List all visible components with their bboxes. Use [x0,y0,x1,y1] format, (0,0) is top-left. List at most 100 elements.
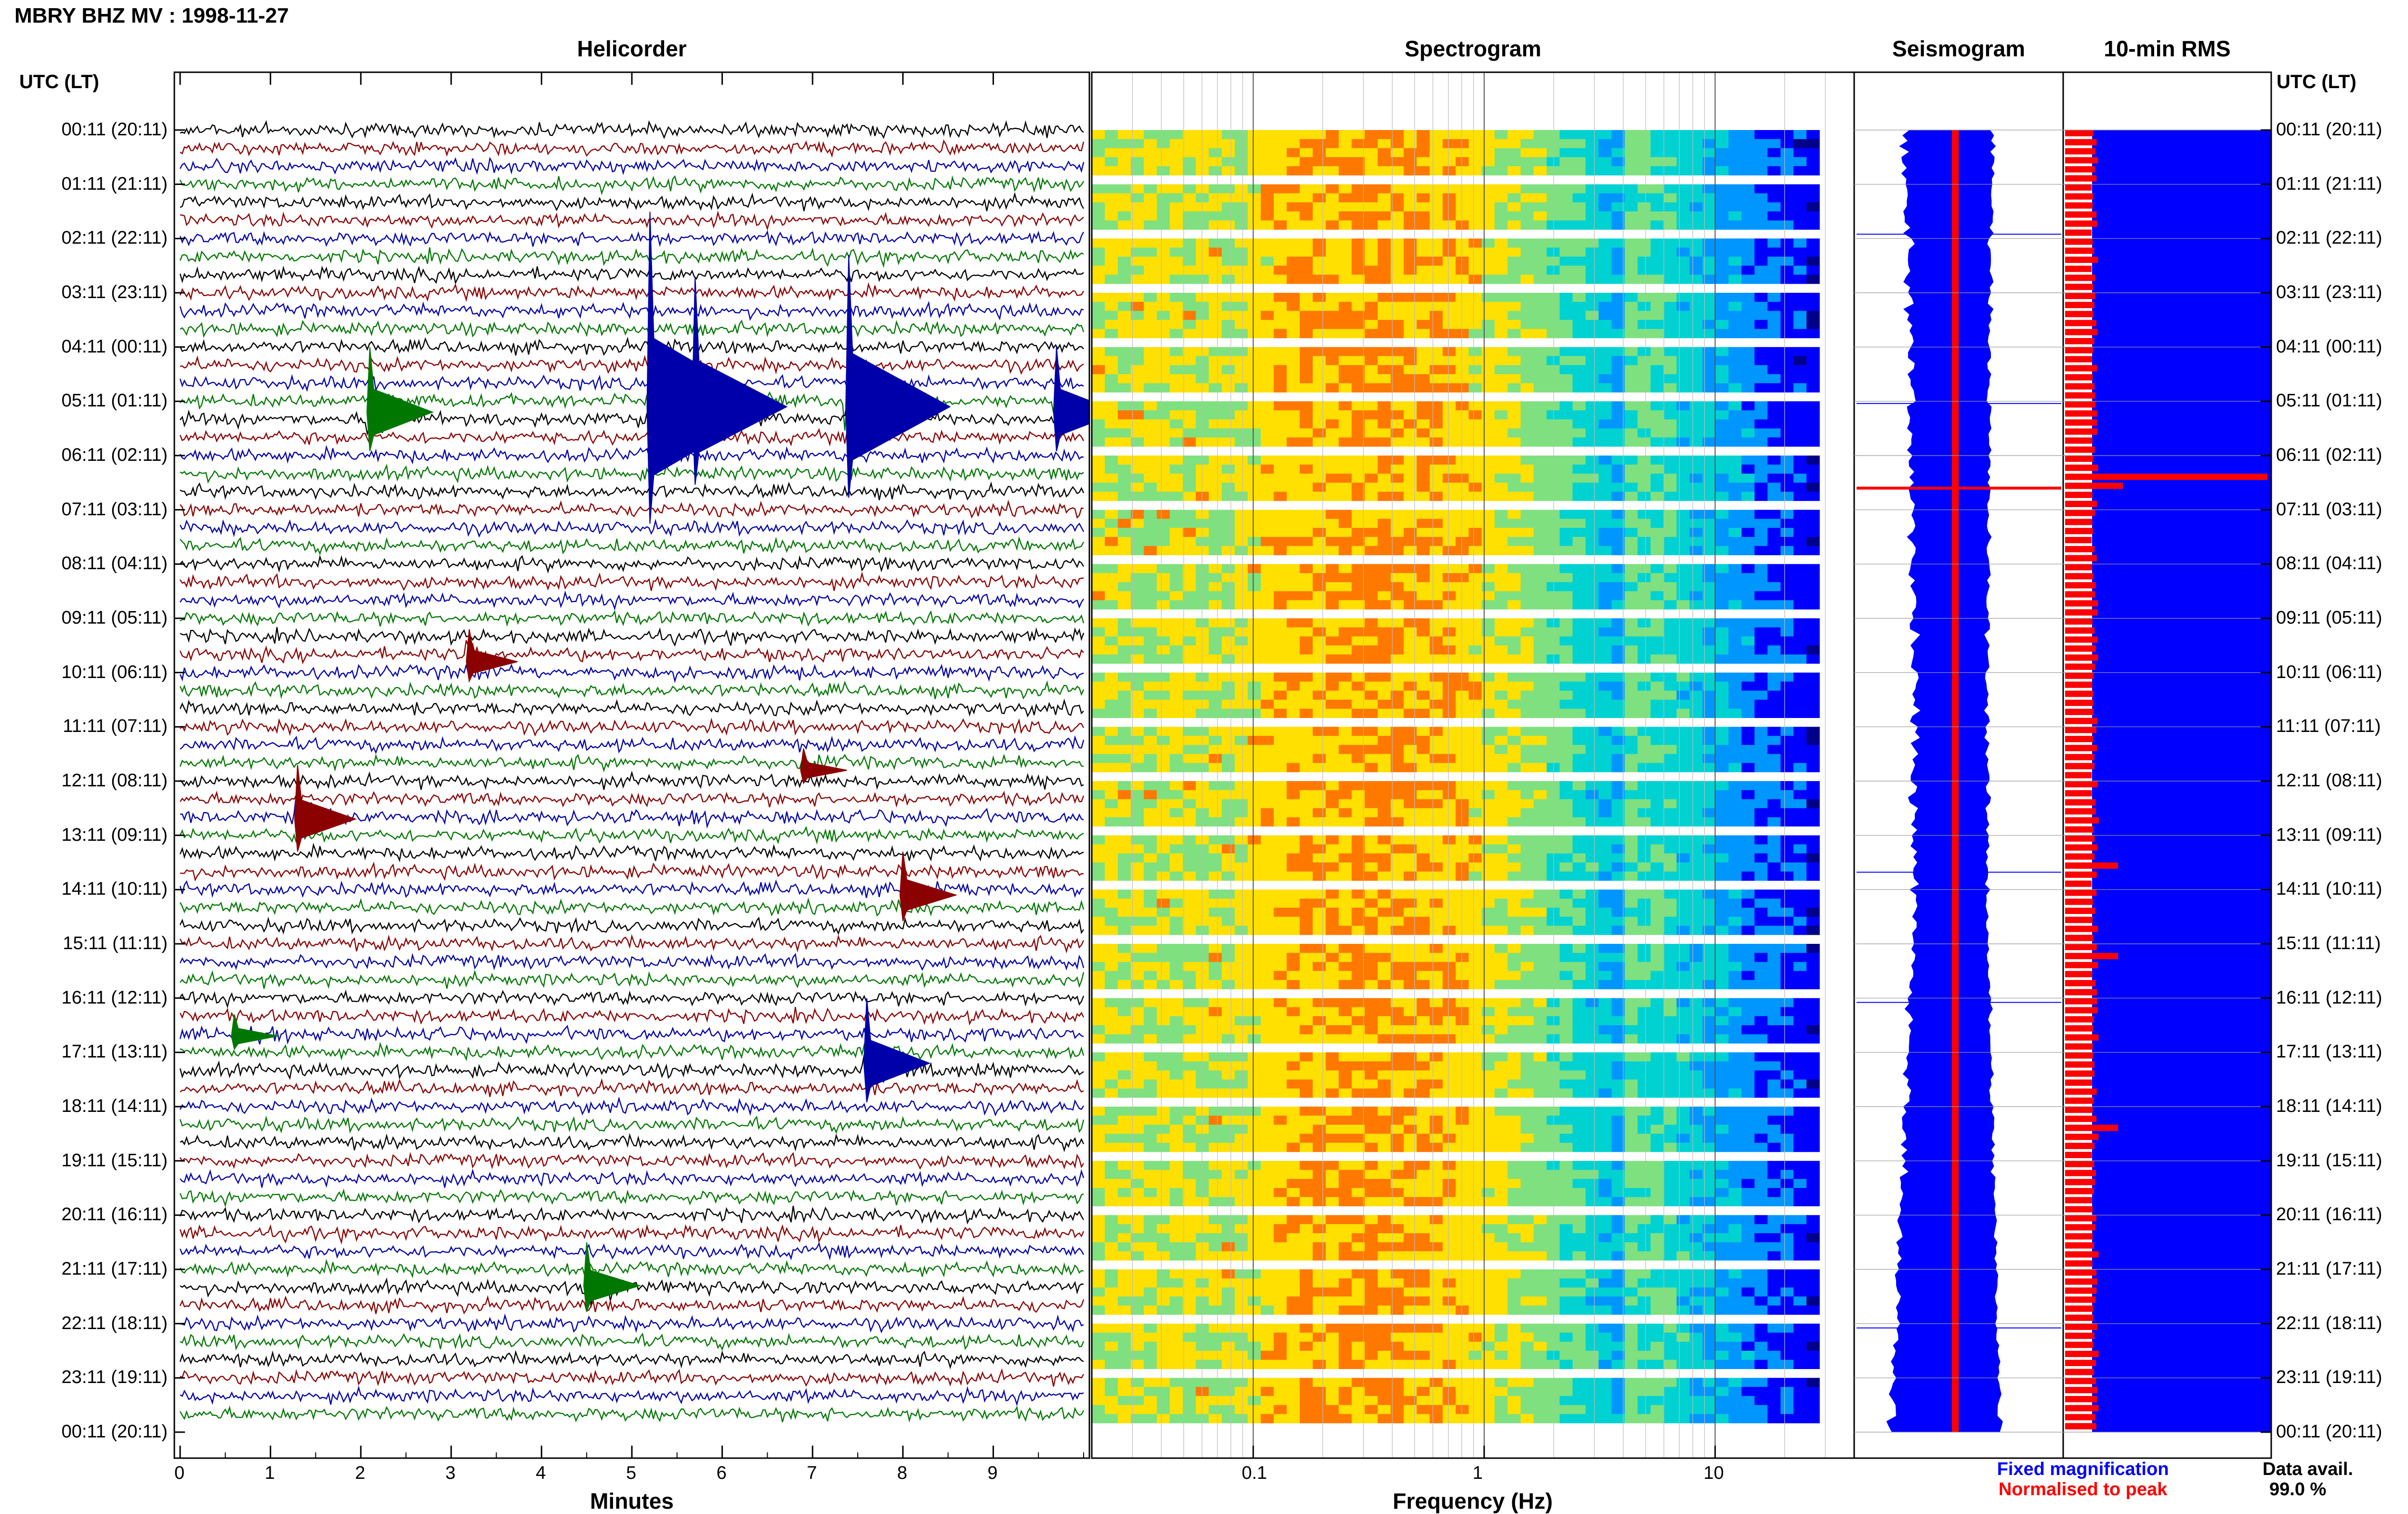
spectrogram-cell [1585,347,1599,356]
spectrogram-cell [1546,916,1560,926]
helicorder-event [366,347,434,452]
spectrogram-cell [1325,329,1339,339]
spectrogram-cell [1118,926,1131,935]
spectrogram-cell [1416,410,1430,420]
spectrogram-cell [1481,365,1495,375]
spectrogram-cell [1286,365,1300,375]
spectrogram-cell [1403,799,1417,809]
spectrogram-cell [1338,537,1352,547]
spectrogram-cell [1611,899,1625,908]
spectrogram-cell [1624,763,1638,772]
spectrogram-cell [1273,464,1287,474]
spectrogram-cell [1624,193,1638,203]
spectrogram-cell [1182,654,1196,664]
spectrogram-cell [1780,356,1794,365]
spectrogram-cell [1390,320,1404,329]
spectrogram-cell [1780,347,1794,356]
spectrogram-cell [1702,654,1716,664]
helicorder-panel [179,120,1089,1423]
spectrogram-cell [1715,627,1729,637]
spectrogram-cell [1273,763,1287,772]
spectrogram-cell [1637,781,1651,791]
spectrogram-cell [1286,862,1300,872]
spectrogram-cell [1663,1061,1677,1071]
spectrogram-cell [1793,944,1807,953]
spectrogram-cell [1234,1052,1248,1062]
spectrogram-cell [1351,636,1365,646]
spectrogram-cell [1442,256,1456,266]
spectrogram-cell [1611,166,1625,176]
spectrogram-cell [1364,962,1378,971]
spectrogram-cell [1676,744,1690,755]
spectrogram-cell [1442,456,1456,465]
spectrogram-cell [1364,627,1378,637]
spectrogram-cell [1377,700,1391,709]
spectrogram-cell [1299,410,1313,420]
spectrogram-cell [1182,799,1196,809]
spectrogram-cell [1481,781,1495,791]
spectrogram-cell [1806,347,1820,356]
spectrogram-cell [1442,591,1456,600]
spectrogram-cell [1247,166,1261,176]
spectrogram-cell [1429,1052,1443,1062]
spectrogram-cell [1715,464,1729,474]
spectrogram-cell [1741,708,1755,718]
spectrogram-cell [1442,1016,1456,1026]
spectrogram-cell [1455,419,1469,429]
spectrogram-cell [1650,853,1664,863]
spectrogram-cell [1143,564,1157,574]
spectrogram-cell [1702,1007,1716,1017]
spectrogram-cell [1351,691,1365,700]
spectrogram-cell [1351,1070,1365,1080]
spectrogram-cell [1663,889,1677,899]
spectrogram-cell [1364,1016,1378,1026]
spectrogram-cell [1598,817,1612,827]
spectrogram-cell [1481,1025,1495,1035]
spectrogram-cell [1559,980,1573,990]
spectrogram-cell [1442,383,1456,392]
spectrogram-cell [1416,509,1430,519]
spectrogram-cell [1195,193,1209,203]
spectrogram-cell [1468,781,1482,791]
spectrogram-cell [1494,817,1508,827]
spectrogram-cell [1325,428,1339,438]
spectrogram-cell [1611,528,1625,537]
spectrogram-cell [1650,1007,1664,1017]
spectrogram-cell [1364,211,1378,221]
spectrogram-cell [1118,708,1131,718]
spectrogram-cell [1403,790,1417,799]
spectrogram-cell [1130,1061,1144,1071]
spectrogram-cell [1689,691,1703,700]
spectrogram-cell [1351,799,1365,809]
spectrogram-cell [1182,238,1196,248]
spectrogram-cell [1689,618,1703,628]
spectrogram-cell [1390,519,1404,528]
spectrogram-cell [1325,1034,1339,1044]
spectrogram-cell [1325,700,1339,709]
spectrogram-cell [1312,528,1326,537]
spectrogram-cell [1663,492,1677,501]
spectrogram-cell [1598,166,1612,176]
spectrogram-cell [1182,537,1196,547]
spectrogram-cell [1741,971,1755,980]
spectrogram-cell [1105,220,1118,230]
spectrogram-cell [1806,754,1820,763]
spectrogram-cell [1364,265,1378,275]
spectrogram-cell [1455,464,1469,474]
spectrogram-cell [1221,139,1235,148]
spectrogram-cell [1559,1016,1573,1026]
spectrogram-cell [1234,301,1248,311]
spectrogram-cell [1442,329,1456,339]
spectrogram-cell [1689,998,1703,1007]
spectrogram-cell [1754,808,1768,818]
spectrogram-cell [1403,763,1417,772]
spectrogram-cell [1468,736,1482,745]
spectrogram-cell [1507,483,1521,492]
spectrogram-cell [1286,148,1300,157]
spectrogram-cell [1208,573,1222,583]
spectrogram-cell [1273,654,1287,664]
spectrogram-cell [1221,708,1235,718]
spectrogram-cell [1247,1016,1261,1026]
spectrogram-cell [1624,953,1638,962]
spectrogram-cell [1741,573,1755,583]
